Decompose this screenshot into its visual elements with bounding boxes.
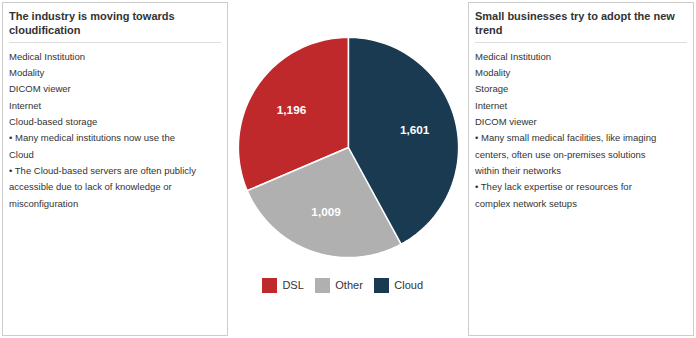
html-text:DSL: DSL [282,279,304,292]
html-text:DICOM viewer: DICOM viewer [9,83,71,95]
html-text:Internet: Internet [9,99,42,111]
svg-text:1,009: 1,009 [311,205,341,218]
html-text:Medical Institution: Medical Institution [9,50,85,62]
html-text:Medical Institution: Medical Institution [475,50,551,62]
html-text:Small businesses try to adopt: Small businesses try to adopt the new tr… [475,10,675,37]
svg-text:1,601: 1,601 [400,123,430,136]
svg-text:1,196: 1,196 [277,102,307,115]
html-text:accessible due to lack of know: accessible due to lack of knowledge or [9,181,172,193]
html-text:Internet: Internet [475,99,508,111]
html-text:centers, often use on-premises: centers, often use on-premises solutions [475,148,646,160]
html-text:misconfiguration: misconfiguration [9,197,79,209]
html-text:Cloud: Cloud [394,279,424,292]
html-text:Storage: Storage [475,83,509,95]
html-text:within their networks: within their networks [475,165,562,176]
html-text:Modality: Modality [475,66,511,78]
html-text:The industry is moving towards: The industry is moving towards cloudific… [9,10,175,37]
html-text:Cloud-based storage: Cloud-based storage [9,116,98,127]
html-text:Modality: Modality [9,66,45,78]
html-text:• The Cloud-based servers are: • The Cloud-based servers are often publ… [9,165,196,176]
html-text:Other: Other [335,279,363,292]
html-text:• Many medical institutions no: • Many medical institutions now use the [9,132,175,144]
html-text:complex network setups: complex network setups [475,197,577,209]
html-text:Cloud: Cloud [9,148,34,160]
html-text:DICOM viewer: DICOM viewer [475,116,537,127]
html-text:• They lack expertise or resou: • They lack expertise or resources for [475,181,632,193]
html-text:• Many small medical facilitie: • Many small medical facilities, like im… [475,132,657,144]
